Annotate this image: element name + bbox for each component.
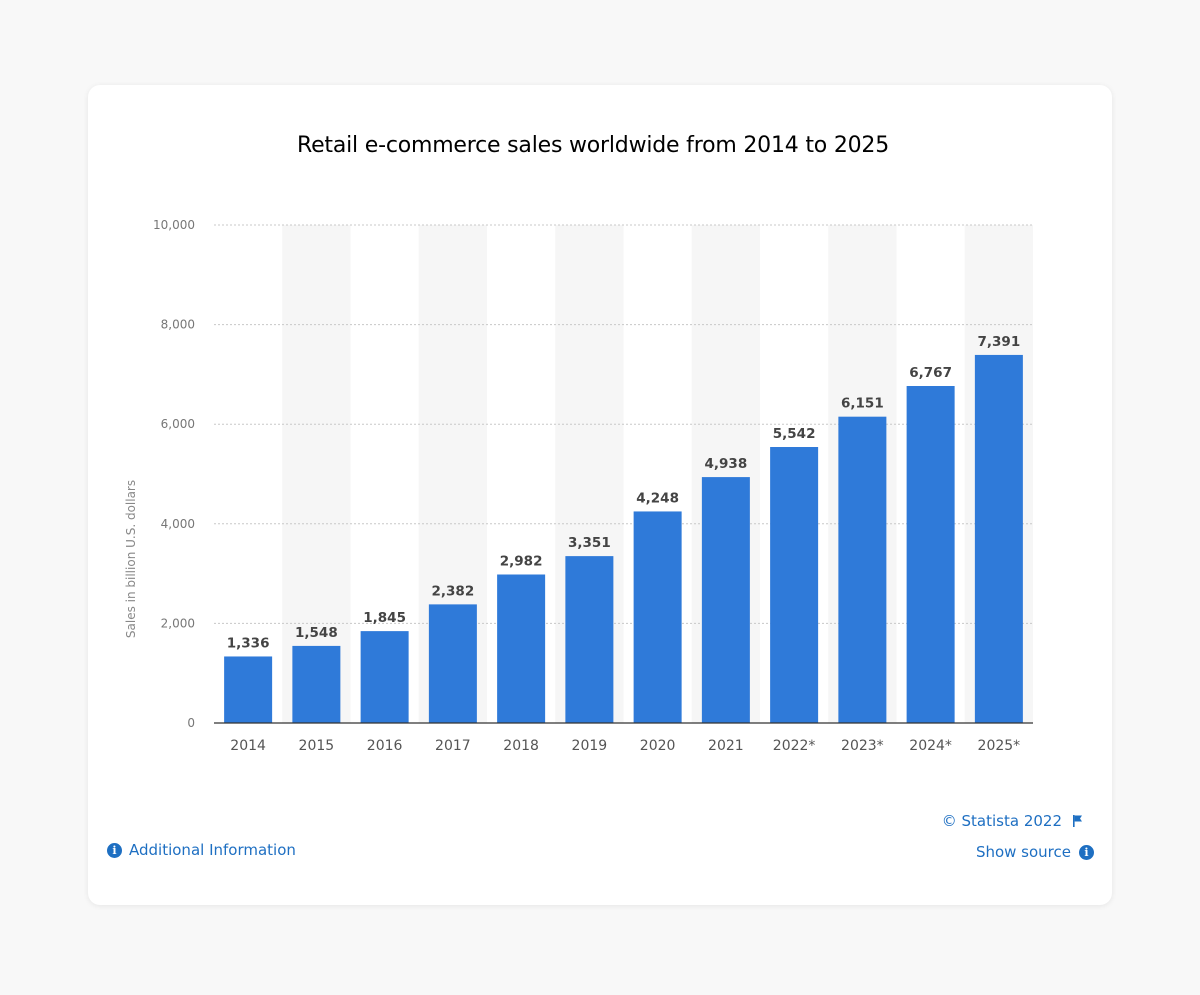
x-tick-label: 2022* — [773, 738, 816, 754]
bar-2025[interactable] — [974, 354, 1023, 723]
info-icon: i — [107, 842, 122, 858]
y-tick-label: 0 — [187, 716, 195, 730]
bar-2024[interactable] — [906, 386, 955, 723]
bar-2022[interactable] — [770, 447, 819, 723]
x-tick-label: 2016 — [367, 738, 403, 754]
bar-value-label: 7,391 — [978, 334, 1021, 350]
bar-value-label: 4,248 — [636, 490, 679, 506]
bar-2021[interactable] — [701, 477, 750, 723]
chart-title: Retail e-commerce sales worldwide from 2… — [296, 133, 890, 158]
bar-value-label: 3,351 — [568, 535, 611, 551]
bar-value-label: 5,542 — [773, 426, 816, 442]
bar-2014[interactable] — [224, 656, 273, 723]
x-tick-label: 2025* — [978, 738, 1021, 754]
bar-2017[interactable] — [428, 604, 477, 723]
bar-2015[interactable] — [292, 645, 341, 723]
x-tick-label: 2019 — [572, 738, 608, 754]
bar-2019[interactable] — [565, 556, 614, 723]
bar-2023[interactable] — [838, 416, 887, 723]
bar-2018[interactable] — [497, 574, 546, 723]
alt-band — [282, 225, 351, 723]
bar-value-label: 1,336 — [227, 635, 270, 651]
x-tick-label: 2024* — [909, 738, 952, 754]
x-tick-label: 2018 — [503, 738, 539, 754]
bar-2016[interactable] — [360, 631, 409, 723]
y-axis-label: Sales in billion U.S. dollars — [124, 480, 138, 638]
bar-value-label: 4,938 — [705, 456, 748, 472]
x-tick-label: 2023* — [841, 738, 884, 754]
show-source-label: Show source — [975, 843, 1071, 861]
x-tick-label: 2017 — [435, 738, 471, 754]
bar-value-label: 2,382 — [432, 583, 475, 599]
x-tick-label: 2014 — [230, 738, 266, 754]
y-tick-label: 6,000 — [161, 417, 195, 431]
y-tick-label: 10,000 — [153, 218, 195, 232]
y-axis-ticks: 0 2,000 4,000 6,000 8,000 10,000 — [153, 218, 195, 730]
additional-information-link[interactable]: i Additional Information — [107, 841, 296, 859]
copyright-label: © Statista 2022 — [941, 812, 1062, 830]
y-tick-label: 8,000 — [161, 318, 195, 332]
info-icon: i — [1079, 844, 1094, 860]
bar-chart: 0 2,000 4,000 6,000 8,000 10,000 Sales in bil… — [124, 218, 1033, 754]
y-tick-label: 4,000 — [161, 517, 195, 531]
chart-card: Retail e-commerce sales worldwide from 2… — [88, 85, 1112, 905]
additional-information-label: Additional Information — [129, 841, 296, 859]
flag-icon — [1073, 815, 1082, 827]
statista-copyright[interactable]: © Statista 2022 — [942, 812, 1084, 830]
bars — [224, 354, 1023, 723]
bar-value-label: 6,767 — [909, 365, 952, 381]
x-tick-label: 2015 — [299, 738, 335, 754]
x-tick-label: 2021 — [708, 738, 744, 754]
bar-value-label: 6,151 — [841, 396, 884, 412]
x-tick-label: 2020 — [640, 738, 676, 754]
show-source-link[interactable]: Show source i — [976, 843, 1094, 861]
x-axis-ticks: 2014 2015 2016 2017 2018 2019 2020 2021 2022* 202… — [230, 738, 1020, 754]
bar-value-label: 2,982 — [500, 553, 543, 569]
y-tick-label: 2,000 — [161, 616, 195, 630]
bar-value-label: 1,845 — [363, 610, 406, 626]
value-labels: 1,336 1,548 1,845 2,382 2,982 3,351 4,248 4,938… — [227, 334, 1020, 652]
bar-value-label: 1,548 — [295, 625, 338, 641]
gridlines — [214, 224, 1033, 624]
bar-2020[interactable] — [633, 511, 682, 723]
